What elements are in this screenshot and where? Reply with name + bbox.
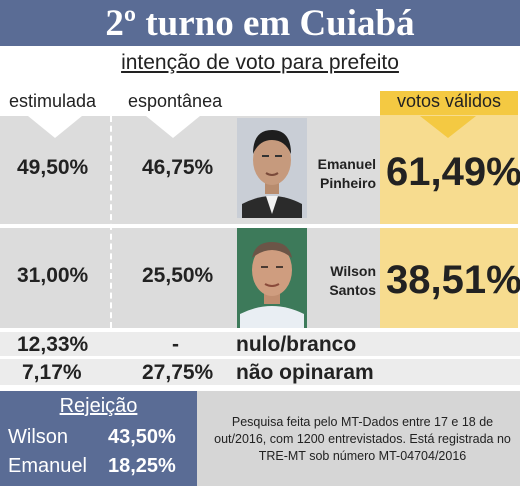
dashed-separator — [110, 116, 112, 328]
row-bg-wilson — [0, 228, 380, 328]
row-divider — [0, 224, 520, 228]
nulo-label: nulo/branco — [236, 333, 357, 356]
emanuel-espontanea: 46,75% — [142, 156, 214, 179]
row-bg-emanuel — [0, 116, 380, 224]
nao-opinaram-label: não opinaram — [236, 361, 374, 384]
emanuel-first-name: Emanuel — [317, 156, 376, 172]
wilson-name: Wilson Santos — [309, 262, 376, 300]
emanuel-name: Emanuel Pinheiro — [309, 155, 376, 193]
wilson-photo — [237, 228, 307, 328]
header-validos: votos válidos — [396, 91, 502, 111]
wilson-last-name: Santos — [329, 282, 376, 298]
arrow-estimulada — [28, 116, 82, 138]
emanuel-estimulada: 49,50% — [17, 156, 89, 179]
rejection-title: Rejeição — [59, 395, 138, 417]
rejection-name-wilson: Wilson — [8, 426, 69, 448]
header-espontanea: espontânea — [128, 91, 223, 111]
header-estimulada: estimulada — [9, 91, 97, 111]
note-panel — [197, 391, 520, 486]
wilson-espontanea: 25,50% — [142, 264, 214, 287]
emanuel-photo — [237, 118, 307, 218]
rejection-value-emanuel: 18,25% — [108, 455, 176, 477]
title-bar — [0, 0, 520, 46]
nulo-estimulada: 12,33% — [17, 333, 89, 356]
row-bg-nao-opinaram — [0, 359, 520, 385]
survey-note: Pesquisa feita pelo MT-Dados entre 17 e … — [214, 415, 511, 463]
wilson-estimulada: 31,00% — [17, 264, 89, 287]
pointer-arrows — [28, 116, 476, 138]
nao-opinaram-estimulada: 7,17% — [22, 361, 82, 384]
emanuel-validos: 61,49% — [386, 150, 520, 194]
row-bg-nulo — [0, 332, 520, 356]
rejection-name-emanuel: Emanuel — [8, 455, 87, 477]
wilson-validos: 38,51% — [386, 258, 520, 302]
wilson-first-name: Wilson — [330, 263, 376, 279]
rejection-value-wilson: 43,50% — [108, 426, 176, 448]
votes-validos-header-bg — [380, 91, 518, 115]
rejection-panel — [0, 391, 197, 486]
emanuel-last-name: Pinheiro — [319, 175, 376, 191]
page-title: 2º turno em Cuiabá — [105, 3, 415, 44]
nulo-espontanea: - — [172, 333, 179, 356]
arrow-validos — [420, 116, 476, 138]
arrow-espontanea — [146, 116, 200, 138]
subtitle: intenção de voto para prefeito — [121, 51, 399, 74]
nao-opinaram-espontanea: 27,75% — [142, 361, 214, 384]
